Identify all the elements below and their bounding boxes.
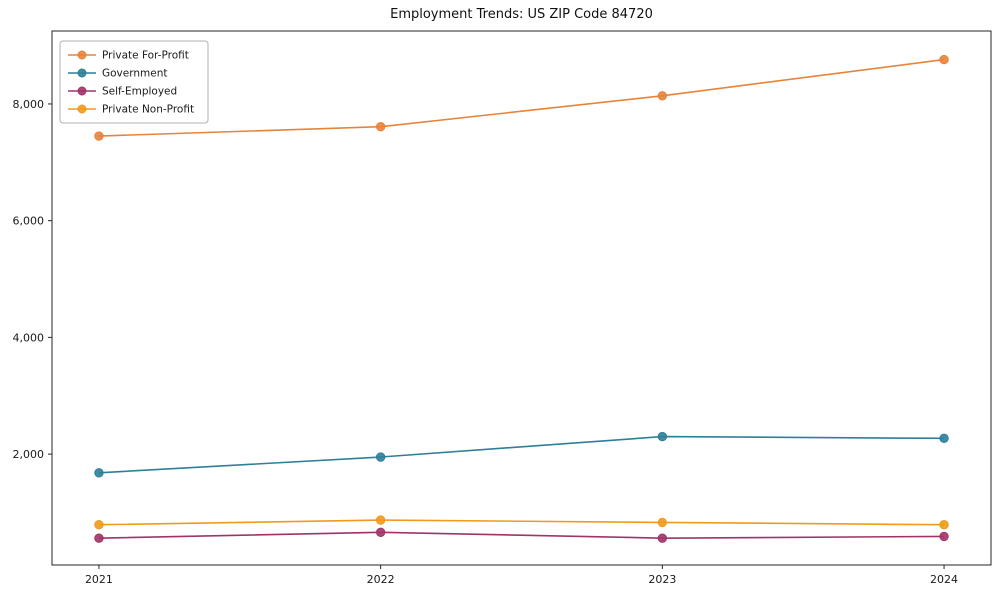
legend-marker-government (77, 68, 87, 78)
series-line-private-non-profit (98, 519, 945, 526)
x-tick-label: 2022 (367, 573, 395, 586)
legend-box (59, 40, 209, 124)
series-point-self-employed (939, 531, 949, 542)
series-point-private-for-profit (657, 91, 668, 101)
series-point-government (94, 468, 104, 478)
legend-label-private-non-profit: Private Non-Profit (102, 104, 194, 116)
series-point-private-for-profit (94, 131, 104, 141)
series-point-private-non-profit (657, 517, 668, 528)
series-point-private-non-profit (94, 520, 104, 530)
legend-marker-self-employed (77, 86, 87, 96)
legend-marker-private-for-profit (77, 50, 87, 60)
y-tick-label: 4,000 (13, 331, 45, 344)
series-line-self-employed (98, 531, 945, 539)
legend-label-private-for-profit: Private For-Profit (102, 50, 189, 62)
x-tick-label: 2021 (85, 573, 113, 586)
legend-label-self-employed: Self-Employed (102, 86, 177, 98)
legend-label-government: Government (102, 68, 167, 80)
chart-title: Employment Trends: US ZIP Code 84720 (390, 7, 653, 22)
x-tick-label: 2023 (648, 573, 676, 586)
series-point-private-non-profit (939, 520, 949, 530)
y-tick-label: 6,000 (13, 215, 45, 228)
y-tick-label: 2,000 (13, 448, 45, 461)
legend-marker-private-non-profit (77, 104, 87, 114)
series-point-government (657, 431, 668, 442)
series-line-private-for-profit (98, 58, 945, 137)
series-point-private-for-profit (939, 54, 949, 65)
series-point-self-employed (657, 533, 668, 543)
series-point-private-for-profit (375, 122, 386, 132)
axes-frame (51, 30, 992, 566)
series-point-self-employed (375, 527, 386, 538)
x-tick-label: 2024 (930, 573, 958, 586)
series-line-government (98, 435, 945, 474)
series-point-government (939, 433, 949, 444)
y-tick-label: 8,000 (13, 98, 45, 111)
series-point-private-non-profit (375, 515, 386, 525)
series-point-government (375, 452, 386, 462)
series-point-self-employed (94, 533, 104, 543)
